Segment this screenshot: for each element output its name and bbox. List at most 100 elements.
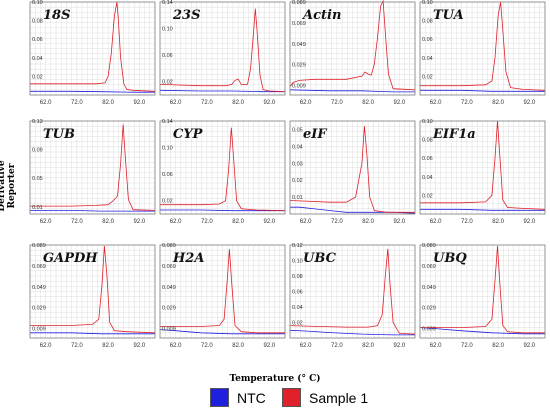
- y-tick-label: 0.029: [162, 306, 176, 312]
- x-tick-label: 72.0: [201, 343, 213, 349]
- series-line-ntc: [30, 332, 155, 335]
- panel-frame: [29, 1, 156, 96]
- grid: [420, 2, 545, 95]
- x-tick-label: 82.0: [102, 219, 114, 225]
- series-line-sample-1: [289, 126, 415, 213]
- x-tick-label: 82.0: [232, 343, 244, 349]
- panel-tub: 0.01 0.05 0.09 0.13 62.0 72.0 82.0 92.0 TUB: [29, 119, 156, 225]
- y-tick-label: 0.069: [32, 264, 46, 270]
- panel-18s: 0.02 0.04 0.06 0.08 0.10 62.0 72.0 82.0 92.0 18S: [29, 0, 156, 106]
- x-tick-label: 72.0: [71, 343, 83, 349]
- x-tick-label: 82.0: [492, 343, 504, 349]
- y-tick-label: 0.10: [32, 0, 43, 6]
- panel-title-tub: TUB: [43, 127, 75, 142]
- series-line-ntc: [289, 89, 415, 93]
- y-tick-label: 0.08: [292, 274, 303, 280]
- x-tick-label: 82.0: [232, 100, 244, 106]
- y-tick-label: 0.10: [162, 27, 173, 33]
- x-tick-label: 92.0: [264, 343, 276, 349]
- x-tick-label: 62.0: [40, 219, 52, 225]
- x-tick-label: 92.0: [394, 219, 406, 225]
- series-line-ntc: [289, 329, 415, 336]
- x-tick-label: 72.0: [201, 219, 213, 225]
- series-line-ntc: [30, 210, 155, 212]
- grid: [30, 245, 155, 338]
- y-tick-label: 0.02: [162, 199, 173, 205]
- x-tick-label: 62.0: [40, 100, 52, 106]
- y-tick-label: 0.009: [32, 327, 46, 333]
- grid: [290, 121, 415, 214]
- legend-item-ntc: NTC: [210, 388, 266, 407]
- y-tick-label: 0.09: [32, 148, 43, 154]
- panel-title-actin: Actin: [301, 8, 341, 23]
- y-tick-label: 0.10: [422, 0, 433, 6]
- y-tick-label: 0.04: [422, 56, 433, 62]
- y-tick-label: 0.02: [292, 178, 303, 184]
- panel-h2a: 0.009 0.029 0.049 0.069 0.089 62.0 72.0 82.0 92.…: [159, 243, 286, 349]
- x-axis-label: Temperature (° C): [229, 374, 321, 384]
- x-tick-label: 72.0: [71, 219, 83, 225]
- panel-title-tua: TUA: [433, 8, 464, 23]
- series-line-ntc: [420, 89, 545, 92]
- y-tick-label: 0.01: [292, 195, 303, 201]
- y-tick-label: 0.069: [162, 264, 176, 270]
- y-tick-label: 0.10: [292, 259, 303, 265]
- y-tick-label: 0.02: [422, 74, 433, 80]
- y-tick-label: 0.029: [422, 306, 436, 312]
- panel-frame: [289, 244, 416, 339]
- series-line-sample-1: [30, 1, 156, 92]
- x-tick-label: 72.0: [331, 343, 343, 349]
- y-tick-label: 0.009: [162, 327, 176, 333]
- y-tick-label: 0.06: [162, 53, 173, 59]
- y-tick-label: 0.049: [162, 285, 176, 291]
- panel-frame: [419, 244, 546, 339]
- y-tick-label: 0.01: [32, 205, 43, 211]
- series-line-sample-1: [289, 248, 416, 335]
- x-tick-label: 72.0: [331, 219, 343, 225]
- y-tick-label: 0.08: [422, 138, 433, 144]
- legend-swatch-sample-1: [282, 388, 301, 407]
- grid: [160, 121, 285, 214]
- y-tick-label: 0.04: [32, 56, 43, 62]
- x-tick-label: 92.0: [264, 100, 276, 106]
- panel-title-cyp: CYP: [173, 127, 204, 142]
- x-tick-label: 82.0: [492, 219, 504, 225]
- x-tick-label: 92.0: [524, 219, 536, 225]
- y-tick-label: 0.04: [422, 175, 433, 181]
- panel-gapdh: 0.009 0.029 0.049 0.069 0.089 62.0 72.0 82.0 92.…: [29, 243, 156, 349]
- x-tick-label: 92.0: [134, 100, 146, 106]
- panel-frame: [29, 244, 156, 339]
- y-tick-label: 0.05: [292, 127, 303, 133]
- x-tick-label: 72.0: [461, 100, 473, 106]
- panel-23s: 0.02 0.06 0.10 0.14 62.0 72.0 82.0 92.0 23S: [159, 0, 286, 106]
- panel-actin: 0.009 0.029 0.049 0.069 0.089 62.0 72.0 82.0 92.…: [289, 0, 416, 106]
- x-tick-label: 92.0: [134, 219, 146, 225]
- panel-title-23s: 23S: [172, 8, 200, 23]
- y-tick-label: 0.009: [292, 84, 306, 90]
- y-tick-label: 0.12: [292, 243, 303, 249]
- x-tick-label: 62.0: [430, 100, 442, 106]
- x-tick-label: 62.0: [40, 343, 52, 349]
- legend-item-sample-1: Sample 1: [282, 388, 368, 407]
- x-tick-label: 82.0: [362, 343, 374, 349]
- legend-swatch-ntc: [210, 388, 229, 407]
- panel-frame: [419, 1, 546, 96]
- legend-label-sample-1: Sample 1: [309, 389, 369, 406]
- y-tick-label: 0.02: [422, 193, 433, 199]
- series-line-ntc: [30, 90, 155, 93]
- panel-title-h2a: H2A: [172, 251, 204, 266]
- y-tick-label: 0.06: [422, 37, 433, 43]
- y-tick-label: 0.06: [162, 172, 173, 178]
- y-tick-label: 0.04: [292, 305, 303, 311]
- y-tick-label: 0.089: [422, 243, 436, 249]
- panel-frame: [29, 120, 156, 215]
- y-tick-label: 0.08: [422, 19, 433, 25]
- y-tick-label: 0.05: [32, 176, 43, 182]
- x-tick-label: 82.0: [102, 100, 114, 106]
- grid: [30, 2, 155, 95]
- grid: [420, 121, 545, 214]
- y-tick-label: 0.069: [422, 264, 436, 270]
- series-line-ntc: [159, 89, 285, 93]
